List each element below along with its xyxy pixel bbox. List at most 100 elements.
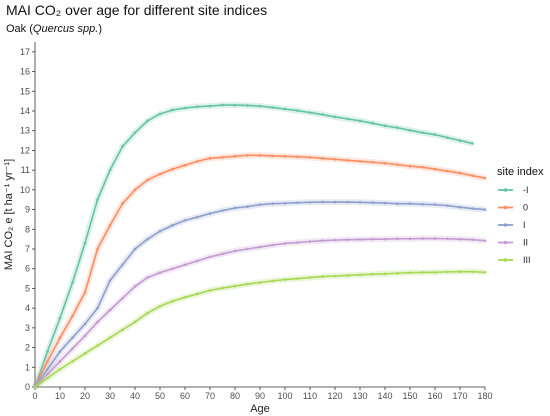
legend-item: III <box>498 255 531 265</box>
data-point <box>133 188 137 192</box>
y-tick-label: 1 <box>25 362 30 372</box>
x-tick-label: 170 <box>452 391 467 401</box>
data-point <box>196 259 199 263</box>
data-point <box>233 103 237 107</box>
y-tick-label: 4 <box>25 303 30 313</box>
x-axis-title: Age <box>250 403 270 415</box>
data-point <box>221 156 224 159</box>
data-point <box>283 107 287 111</box>
data-point <box>71 314 74 318</box>
data-point <box>296 277 299 280</box>
data-point <box>71 281 74 284</box>
data-point <box>246 205 249 208</box>
data-point <box>208 157 212 160</box>
chart-title: MAI CO₂ over age for different site indi… <box>6 2 267 18</box>
x-tick-label: 40 <box>130 391 140 401</box>
data-point <box>71 336 74 340</box>
data-point <box>258 281 262 284</box>
data-point <box>208 212 212 215</box>
legend-swatch-point <box>503 258 508 262</box>
data-point <box>446 270 449 274</box>
data-point <box>83 291 87 294</box>
data-point <box>208 255 212 259</box>
data-point <box>83 352 87 355</box>
x-tick-label: 90 <box>255 391 265 401</box>
data-point <box>208 104 212 108</box>
data-point <box>408 271 412 274</box>
data-point <box>433 133 437 136</box>
data-point <box>158 172 162 176</box>
data-point <box>96 320 99 324</box>
data-point <box>96 306 99 310</box>
data-point <box>271 202 274 205</box>
data-point <box>308 200 312 204</box>
data-point <box>196 105 199 108</box>
data-point <box>46 367 49 371</box>
data-point <box>246 247 249 251</box>
legend-swatch-point <box>503 188 508 192</box>
data-point <box>308 111 312 114</box>
data-point <box>96 198 99 202</box>
data-point <box>121 145 124 148</box>
data-point <box>146 119 149 123</box>
x-tick-label: 10 <box>55 391 65 401</box>
series-lines <box>32 102 487 390</box>
legend-item: II <box>498 238 528 248</box>
data-point <box>333 115 337 119</box>
data-point <box>333 200 337 204</box>
data-point <box>383 124 387 128</box>
data-point <box>121 202 124 205</box>
y-tick-label: 15 <box>20 86 30 96</box>
x-tick-label: 70 <box>205 391 215 401</box>
data-point <box>221 103 224 107</box>
y-tick-label: 7 <box>25 244 30 254</box>
data-point <box>58 316 62 320</box>
y-axis-title: MAI CO₂ e [t ha⁻¹ yr⁻¹] <box>3 159 15 270</box>
data-point <box>358 238 362 241</box>
data-point <box>133 247 137 251</box>
legend-item: 0 <box>498 203 528 213</box>
data-point <box>221 209 224 212</box>
data-point <box>83 322 87 326</box>
y-tick-label: 9 <box>25 205 30 215</box>
legend-title: site index <box>497 166 544 178</box>
data-point <box>408 237 412 241</box>
data-point <box>458 139 462 142</box>
data-point <box>46 360 49 363</box>
series-line <box>34 104 473 388</box>
x-tick-label: 20 <box>80 391 90 401</box>
y-tick-label: 13 <box>20 126 30 136</box>
legend-label: 0 <box>523 203 528 213</box>
data-point <box>146 311 149 315</box>
series-ribbon <box>32 235 486 390</box>
data-point <box>396 237 399 241</box>
x-tick-label: 0 <box>32 391 37 401</box>
data-point <box>171 224 174 227</box>
data-point <box>483 270 487 274</box>
data-point <box>271 279 274 283</box>
data-point <box>396 126 399 130</box>
data-point <box>346 117 349 121</box>
data-point <box>371 201 374 204</box>
data-point <box>121 263 124 267</box>
legend-label: III <box>523 255 531 265</box>
data-point <box>46 350 49 353</box>
data-point <box>383 201 387 205</box>
subtitle-species: Quercus spp. <box>33 23 98 35</box>
data-point <box>196 215 199 219</box>
x-tick-label: 80 <box>230 391 240 401</box>
data-point <box>333 158 337 161</box>
data-point <box>421 271 424 274</box>
data-point <box>121 296 124 300</box>
data-point <box>333 238 337 242</box>
data-point <box>371 160 374 164</box>
data-point <box>408 202 412 205</box>
data-point <box>446 204 449 207</box>
data-point <box>83 241 87 245</box>
data-point <box>58 367 62 371</box>
data-point <box>146 178 149 182</box>
data-point <box>208 289 212 292</box>
data-point <box>196 159 199 163</box>
